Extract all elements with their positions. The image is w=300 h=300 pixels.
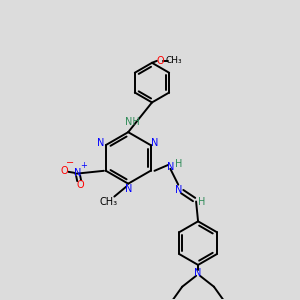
Text: −: −: [66, 158, 74, 168]
Text: O: O: [61, 166, 68, 176]
Text: CH₃: CH₃: [166, 56, 182, 65]
Text: O: O: [76, 180, 84, 190]
Text: N: N: [97, 138, 104, 148]
Text: N: N: [175, 184, 182, 195]
Text: N: N: [194, 268, 202, 278]
Text: N: N: [167, 162, 174, 172]
Text: O: O: [156, 56, 164, 66]
Text: NH: NH: [125, 117, 140, 127]
Text: +: +: [80, 161, 86, 170]
Text: H: H: [198, 196, 206, 206]
Text: N: N: [151, 138, 159, 148]
Text: N: N: [124, 184, 132, 194]
Text: H: H: [175, 159, 182, 169]
Text: CH₃: CH₃: [99, 196, 118, 206]
Text: N: N: [74, 168, 82, 178]
